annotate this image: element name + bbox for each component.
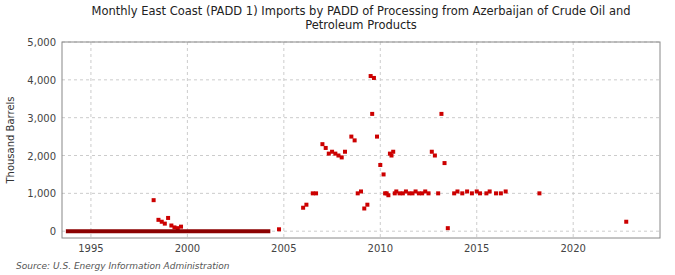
point [353,138,357,142]
x-grid-line [90,42,91,238]
point [465,189,469,193]
point [277,227,281,231]
plot-frame [62,42,660,238]
point [391,150,395,154]
y-axis-label: Thousand Barrels [5,96,16,184]
x-grid-line [283,42,284,238]
point [314,191,318,195]
point [436,191,440,195]
point [378,163,382,167]
point [382,172,386,176]
point [443,161,447,165]
y-tick-label: 3,000 [27,113,56,124]
point [478,191,482,195]
point [343,150,347,154]
point [504,189,508,193]
point [179,225,183,229]
point [304,203,308,207]
point [439,112,443,116]
point [433,154,437,158]
title-line: Monthly East Coast (PADD 1) Imports by P… [91,4,630,18]
point [349,135,353,139]
zero-line [66,229,270,233]
x-tick-label: 2010 [368,243,393,254]
point [499,191,503,195]
point [460,191,464,195]
source-note: Source: U.S. Energy Information Administ… [16,261,230,271]
point [488,189,492,193]
point [166,216,170,220]
point [624,220,628,224]
point [372,76,376,80]
y-grid-line [62,117,660,118]
point [389,154,393,158]
point [152,198,156,202]
x-grid-line [380,42,381,238]
x-grid-line [476,42,477,238]
point [455,189,459,193]
title: Monthly East Coast (PADD 1) Imports by P… [91,4,630,32]
point [320,142,324,146]
point [427,191,431,195]
point [365,203,369,207]
x-tick-label: 2020 [560,243,585,254]
point [362,206,366,210]
point [386,193,390,197]
grid [62,42,660,238]
point [446,226,450,230]
y-tick-label: 4,000 [27,75,56,86]
y-tick-label: 0 [50,226,56,237]
point [370,112,374,116]
chart: Monthly East Coast (PADD 1) Imports by P… [0,0,675,275]
x-tick-label: 1995 [78,243,103,254]
y-grid-line [62,231,660,232]
title-line: Petroleum Products [305,18,417,32]
point [340,155,344,159]
y-tick-label: 5,000 [27,37,56,48]
y-tick-label: 1,000 [27,188,56,199]
y-grid-line [62,155,660,156]
x-tick-label: 2015 [464,243,489,254]
y-grid-line [62,79,660,80]
point [537,191,541,195]
marks [66,74,628,231]
point [470,191,474,195]
point [430,150,434,154]
point [163,222,167,226]
point [359,189,363,193]
point [494,191,498,195]
x-tick-label: 2000 [175,243,200,254]
point [324,146,328,150]
point [375,135,379,139]
x-grid-line [187,42,188,238]
x-tick-label: 2005 [271,243,296,254]
x-grid-line [573,42,574,238]
y-tick-label: 2,000 [27,151,56,162]
